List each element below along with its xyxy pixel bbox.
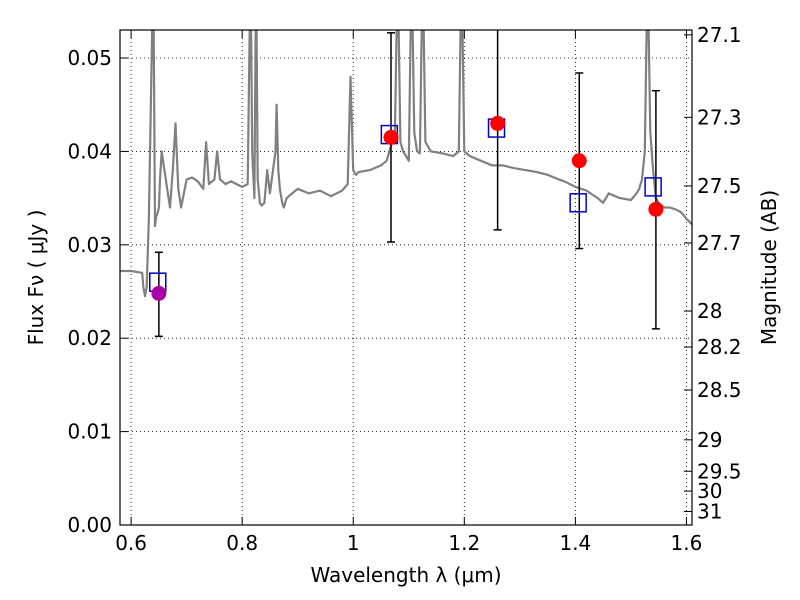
observed-circle-marker — [383, 129, 399, 145]
y-axis-title: Flux Fν ( μJy ) — [24, 210, 48, 346]
spectrum-line — [120, 30, 692, 298]
spectrum-layer — [120, 30, 692, 298]
magnitude-tick-label: 28.2 — [697, 335, 742, 359]
observed-circle-marker — [648, 201, 664, 217]
model-square-marker — [644, 177, 662, 197]
y-tick-label: 0.04 — [67, 139, 112, 163]
y-tick-label: 0.02 — [67, 326, 112, 350]
magnitude-tick-label: 27.5 — [697, 174, 742, 198]
x-axis: 0.6 0.8 1 1.2 1.4 1.6 — [115, 30, 702, 555]
y-tick-label: 0.05 — [67, 46, 112, 70]
magnitude-tick-label: 30 — [697, 479, 722, 503]
magnitude-tick-label: 27.7 — [697, 231, 742, 255]
observed-circle-marker — [151, 285, 167, 301]
y-axis: 0.00 0.01 0.02 0.03 0.04 0.05 — [67, 46, 128, 537]
x-tick-label: 1 — [347, 531, 360, 555]
observed-circle-marker — [490, 115, 506, 131]
x-tick-label: 1.2 — [448, 531, 480, 555]
magnitude-tick-label: 27.1 — [697, 23, 742, 47]
errorbar — [493, 30, 502, 231]
y-tick-label: 0.03 — [67, 233, 112, 257]
marker-layer — [149, 115, 664, 301]
y-tick-label: 0.00 — [67, 513, 112, 537]
magnitude-axis-title: Magnitude (AB) — [757, 190, 781, 345]
model-square-marker — [569, 193, 587, 213]
x-tick-label: 0.6 — [115, 531, 147, 555]
magnitude-tick-label: 29 — [697, 428, 722, 452]
y-tick-label: 0.01 — [67, 420, 112, 444]
x-tick-label: 1.6 — [671, 531, 703, 555]
magnitude-tick-label: 28.5 — [697, 378, 742, 402]
magnitude-tick-label: 28 — [697, 299, 722, 323]
magnitude-tick-label: 31 — [697, 500, 722, 524]
plot-frame — [119, 29, 693, 526]
x-tick-label: 0.8 — [226, 531, 258, 555]
x-axis-title: Wavelength λ (μm) — [310, 563, 501, 587]
observed-circle-marker — [571, 153, 587, 169]
magnitude-tick-label: 27.3 — [697, 105, 742, 129]
x-tick-label: 1.4 — [559, 531, 591, 555]
magnitude-tick-label: 29.5 — [697, 459, 742, 483]
